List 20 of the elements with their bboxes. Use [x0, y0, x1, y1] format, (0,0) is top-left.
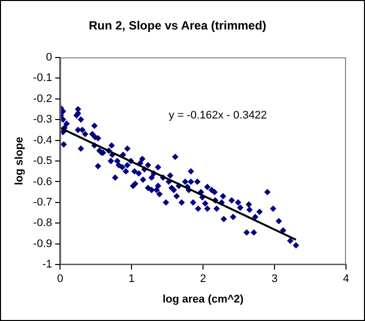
x-tick-label: 1 [128, 273, 135, 286]
x-tick-label: 2 [200, 273, 206, 286]
chart-title: Run 2, Slope vs Area (trimmed) [88, 18, 266, 33]
y-axis-title: log slope [14, 136, 26, 186]
y-tick-label: -0.1 [33, 72, 52, 84]
y-tick-label: -0.4 [33, 134, 52, 146]
y-tick-label: -0.9 [33, 238, 52, 250]
y-tick-label: -0.6 [33, 176, 52, 188]
x-axis-title: log area (cm^2) [162, 293, 244, 306]
y-tick-label: -0.7 [33, 196, 52, 208]
annotation: y = -0.162x - 0.3422 [168, 109, 267, 122]
y-tick-label: -1 [42, 258, 52, 271]
x-tick-label: 3 [271, 273, 278, 286]
y-tick-label: -0.5 [33, 155, 52, 168]
x-tick-label: 4 [342, 273, 350, 286]
y-tick-label: 0 [46, 51, 52, 64]
x-tick-label: 0 [57, 273, 64, 286]
y-tick-label: -0.3 [33, 114, 52, 126]
y-tick-label: -0.2 [33, 92, 52, 105]
y-tick-label: -0.8 [33, 217, 52, 230]
